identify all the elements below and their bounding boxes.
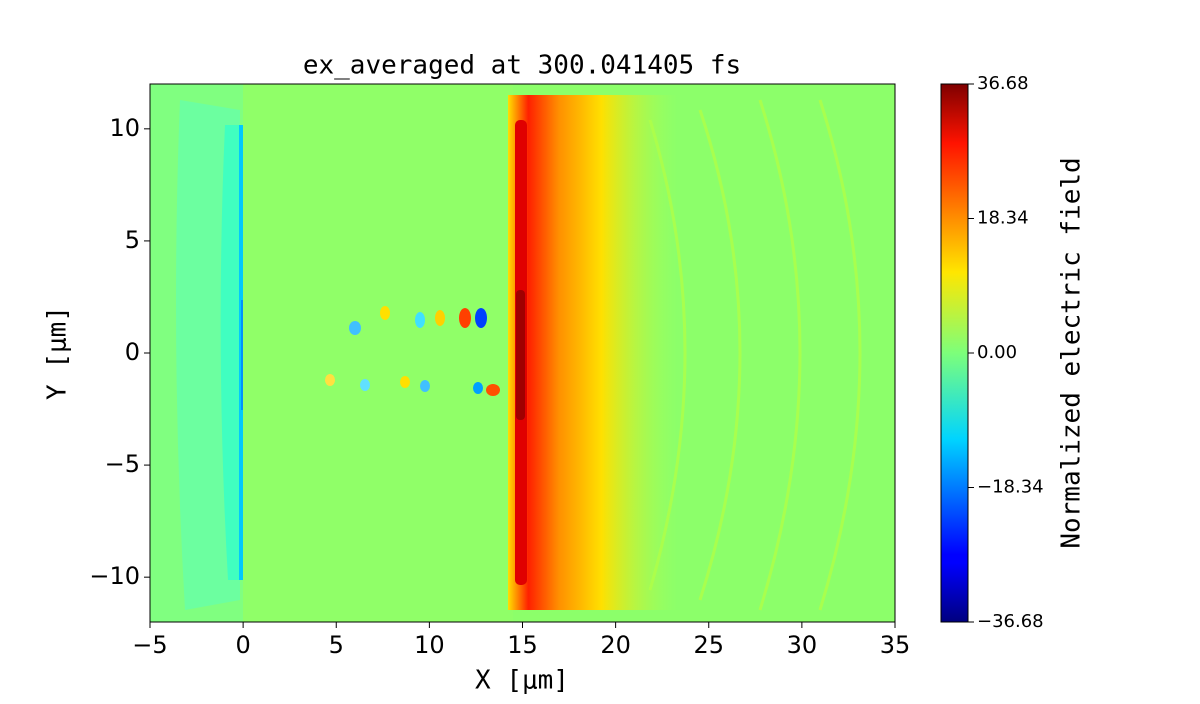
x-tick-label: 25	[693, 631, 724, 659]
x-tick-label: 5	[329, 631, 344, 659]
x-tick-label: 30	[787, 631, 818, 659]
colorbar-tick-label: 0.00	[977, 342, 1017, 363]
x-axis-label: X [μm]	[475, 666, 569, 696]
colorbar-label: Normalized electric field	[1057, 157, 1087, 548]
x-tick-label: 35	[880, 631, 911, 659]
x-tick-label: 0	[235, 631, 250, 659]
x-tick-label: −5	[132, 631, 167, 659]
colorbar-tick-label: 36.68	[977, 73, 1029, 94]
x-tick-label: 20	[600, 631, 631, 659]
colorbar	[940, 83, 969, 623]
y-tick-label: 5	[125, 226, 140, 254]
y-tick-label: 0	[125, 338, 140, 366]
field	[150, 84, 895, 622]
y-tick-label: −5	[105, 450, 140, 478]
x-tick-label: 10	[414, 631, 445, 659]
wake	[325, 306, 500, 396]
y-axis-label: Y [μm]	[43, 306, 73, 400]
colorbar-tick-label: −36.68	[977, 611, 1044, 632]
chart-title: ex_averaged at 300.041405 fs	[303, 51, 741, 81]
x-tick-label: 15	[507, 631, 538, 659]
y-tick-label: −10	[89, 562, 140, 590]
colorbar-tick-label: −18.34	[977, 477, 1044, 498]
y-tick-label: 10	[109, 114, 140, 142]
colorbar-tick-label: 18.34	[977, 208, 1029, 229]
